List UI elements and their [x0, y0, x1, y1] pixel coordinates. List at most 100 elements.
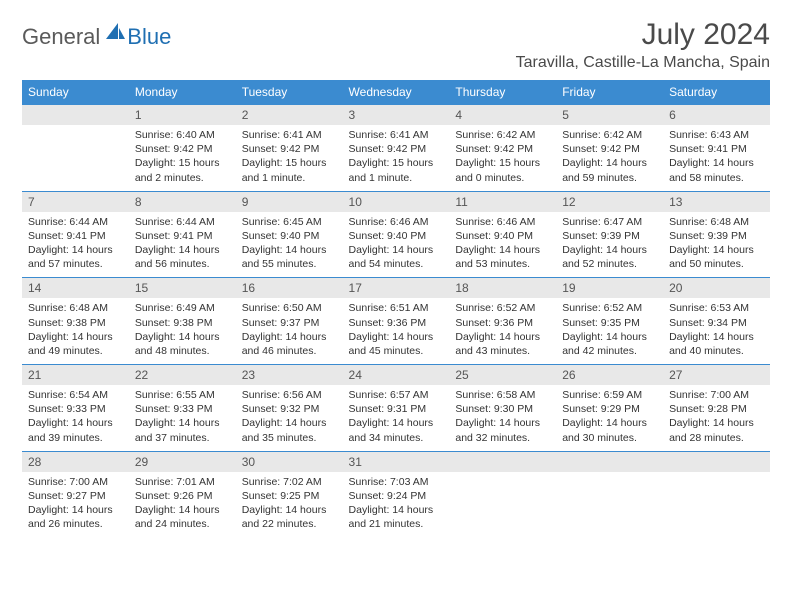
week-content-row: Sunrise: 6:48 AMSunset: 9:38 PMDaylight:…	[22, 298, 770, 364]
day-line: Sunset: 9:42 PM	[349, 142, 444, 156]
week-daynum-row: 14151617181920	[22, 278, 770, 299]
day-number: 7	[22, 192, 129, 212]
week-daynum-row: 123456	[22, 105, 770, 126]
day-line: Sunrise: 6:46 AM	[455, 215, 550, 229]
day-content: Sunrise: 6:42 AMSunset: 9:42 PMDaylight:…	[449, 125, 556, 191]
day-line: and 35 minutes.	[242, 431, 337, 445]
day-number: 24	[343, 365, 450, 385]
day-line: Daylight: 14 hours	[562, 330, 657, 344]
day-line: and 45 minutes.	[349, 344, 444, 358]
day-number: 20	[663, 278, 770, 298]
logo: General Blue	[22, 18, 171, 50]
day-cell-number: 25	[449, 365, 556, 386]
day-number: 8	[129, 192, 236, 212]
day-cell-content: Sunrise: 6:49 AMSunset: 9:38 PMDaylight:…	[129, 298, 236, 364]
day-number: 6	[663, 105, 770, 125]
day-line: Sunset: 9:37 PM	[242, 316, 337, 330]
day-cell-number: 15	[129, 278, 236, 299]
day-line: Daylight: 14 hours	[669, 416, 764, 430]
day-content: Sunrise: 6:55 AMSunset: 9:33 PMDaylight:…	[129, 385, 236, 451]
day-line: Sunset: 9:41 PM	[135, 229, 230, 243]
day-line: Sunrise: 6:46 AM	[349, 215, 444, 229]
day-cell-number: 23	[236, 365, 343, 386]
day-line: and 42 minutes.	[562, 344, 657, 358]
day-line: Sunrise: 7:02 AM	[242, 475, 337, 489]
day-content: Sunrise: 7:02 AMSunset: 9:25 PMDaylight:…	[236, 472, 343, 538]
day-line: Sunrise: 6:57 AM	[349, 388, 444, 402]
day-line: Sunset: 9:25 PM	[242, 489, 337, 503]
day-cell-content: Sunrise: 6:41 AMSunset: 9:42 PMDaylight:…	[343, 125, 450, 191]
day-number: 22	[129, 365, 236, 385]
day-line: Daylight: 14 hours	[669, 243, 764, 257]
day-line: and 48 minutes.	[135, 344, 230, 358]
day-cell-content: Sunrise: 6:41 AMSunset: 9:42 PMDaylight:…	[236, 125, 343, 191]
day-cell-content: Sunrise: 7:01 AMSunset: 9:26 PMDaylight:…	[129, 472, 236, 538]
day-cell-number: 20	[663, 278, 770, 299]
day-cell-content: Sunrise: 6:45 AMSunset: 9:40 PMDaylight:…	[236, 212, 343, 278]
day-line: Sunset: 9:40 PM	[455, 229, 550, 243]
day-cell-number: 26	[556, 365, 663, 386]
day-line: Daylight: 14 hours	[349, 416, 444, 430]
day-line: Sunset: 9:42 PM	[242, 142, 337, 156]
title-block: July 2024 Taravilla, Castille-La Mancha,…	[516, 18, 770, 72]
day-content: Sunrise: 6:53 AMSunset: 9:34 PMDaylight:…	[663, 298, 770, 364]
day-line: Daylight: 14 hours	[135, 416, 230, 430]
day-content: Sunrise: 6:46 AMSunset: 9:40 PMDaylight:…	[449, 212, 556, 278]
day-content: Sunrise: 6:49 AMSunset: 9:38 PMDaylight:…	[129, 298, 236, 364]
location: Taravilla, Castille-La Mancha, Spain	[516, 54, 770, 72]
day-cell-content: Sunrise: 6:57 AMSunset: 9:31 PMDaylight:…	[343, 385, 450, 451]
day-line: Sunrise: 6:43 AM	[669, 128, 764, 142]
day-cell-number: 7	[22, 191, 129, 212]
week-daynum-row: 21222324252627	[22, 365, 770, 386]
day-line: Sunset: 9:41 PM	[669, 142, 764, 156]
day-cell-number: 11	[449, 191, 556, 212]
day-number: 29	[129, 452, 236, 472]
day-line: and 58 minutes.	[669, 171, 764, 185]
weekday-header: Tuesday	[236, 80, 343, 105]
day-cell-number: 18	[449, 278, 556, 299]
day-content: Sunrise: 6:40 AMSunset: 9:42 PMDaylight:…	[129, 125, 236, 191]
day-line: Daylight: 14 hours	[28, 416, 123, 430]
week-daynum-row: 28293031	[22, 451, 770, 472]
day-number	[449, 452, 556, 472]
day-cell-content: Sunrise: 6:44 AMSunset: 9:41 PMDaylight:…	[129, 212, 236, 278]
day-content: Sunrise: 6:44 AMSunset: 9:41 PMDaylight:…	[129, 212, 236, 278]
day-line: and 24 minutes.	[135, 517, 230, 531]
day-line: Sunset: 9:31 PM	[349, 402, 444, 416]
day-line: and 39 minutes.	[28, 431, 123, 445]
day-number: 11	[449, 192, 556, 212]
day-line: Sunset: 9:30 PM	[455, 402, 550, 416]
day-cell-number: 9	[236, 191, 343, 212]
day-cell-content: Sunrise: 7:00 AMSunset: 9:28 PMDaylight:…	[663, 385, 770, 451]
weekday-header: Friday	[556, 80, 663, 105]
day-line: Sunrise: 6:48 AM	[669, 215, 764, 229]
day-number: 28	[22, 452, 129, 472]
day-line: Daylight: 14 hours	[562, 416, 657, 430]
day-line: and 53 minutes.	[455, 257, 550, 271]
day-content: Sunrise: 6:44 AMSunset: 9:41 PMDaylight:…	[22, 212, 129, 278]
day-content: Sunrise: 7:00 AMSunset: 9:27 PMDaylight:…	[22, 472, 129, 538]
day-number: 21	[22, 365, 129, 385]
day-line: Sunset: 9:39 PM	[562, 229, 657, 243]
day-line: Sunset: 9:28 PM	[669, 402, 764, 416]
logo-sail-icon	[104, 21, 126, 46]
day-line: Sunrise: 6:41 AM	[242, 128, 337, 142]
day-line: Sunrise: 6:56 AM	[242, 388, 337, 402]
day-line: Sunset: 9:29 PM	[562, 402, 657, 416]
day-line: Daylight: 14 hours	[455, 243, 550, 257]
day-content: Sunrise: 6:43 AMSunset: 9:41 PMDaylight:…	[663, 125, 770, 191]
day-line: Sunrise: 6:50 AM	[242, 301, 337, 315]
day-content: Sunrise: 6:52 AMSunset: 9:35 PMDaylight:…	[556, 298, 663, 364]
day-line: Daylight: 14 hours	[28, 243, 123, 257]
day-cell-content: Sunrise: 6:48 AMSunset: 9:38 PMDaylight:…	[22, 298, 129, 364]
day-content: Sunrise: 6:50 AMSunset: 9:37 PMDaylight:…	[236, 298, 343, 364]
day-line: and 37 minutes.	[135, 431, 230, 445]
day-content: Sunrise: 6:48 AMSunset: 9:38 PMDaylight:…	[22, 298, 129, 364]
day-line: Sunrise: 6:54 AM	[28, 388, 123, 402]
day-content: Sunrise: 7:00 AMSunset: 9:28 PMDaylight:…	[663, 385, 770, 451]
day-line: Sunset: 9:40 PM	[242, 229, 337, 243]
day-line: Sunset: 9:34 PM	[669, 316, 764, 330]
day-line: Daylight: 14 hours	[562, 156, 657, 170]
day-line: and 50 minutes.	[669, 257, 764, 271]
day-number: 9	[236, 192, 343, 212]
